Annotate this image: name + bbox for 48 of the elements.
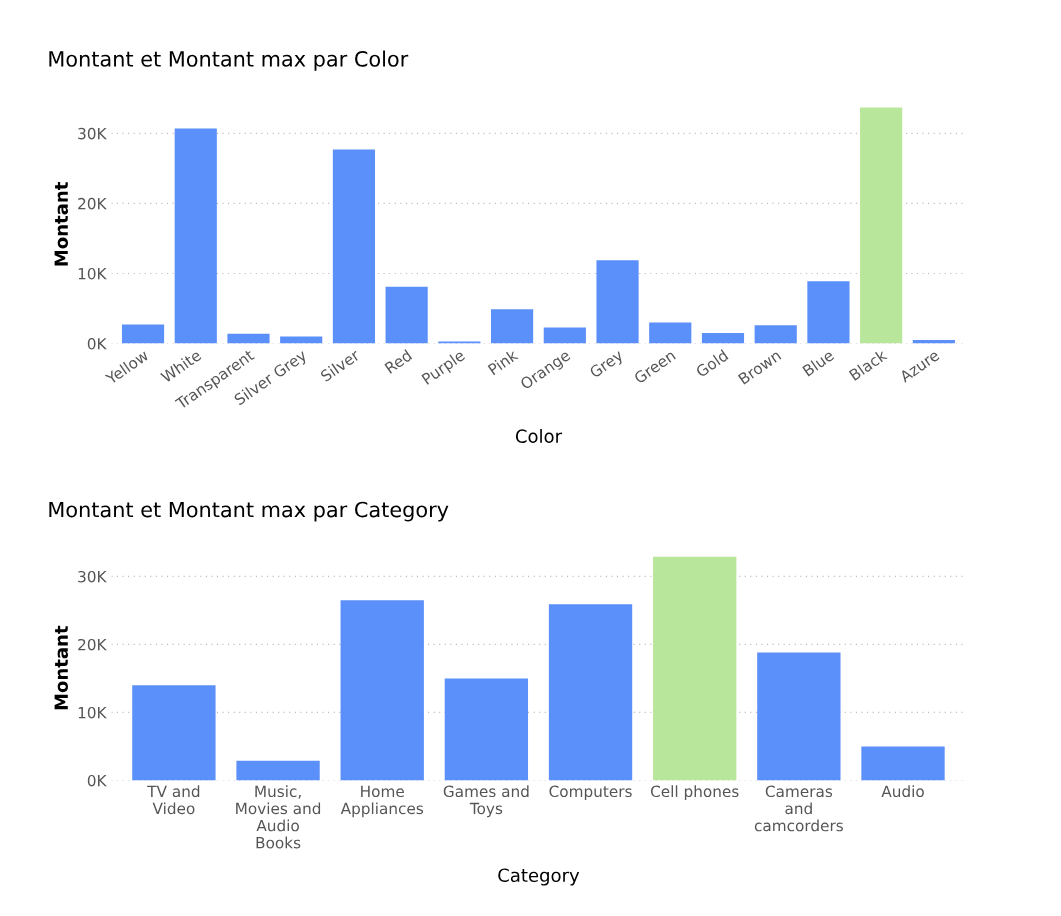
bar [543,327,586,344]
x-tick-label: Pink [487,348,519,376]
x-axis-title: Color [515,429,563,443]
bar [438,341,481,344]
y-tick-label: 20K [78,638,107,651]
y-axis-title: Montant [54,625,69,710]
bar [807,281,850,344]
y-tick-label: 0K [87,337,107,350]
bar [701,332,745,344]
y-tick-label: 20K [78,197,107,210]
bar [861,746,945,781]
bar [280,336,323,344]
y-tick-label: 30K [78,127,107,140]
y-tick-label: 30K [78,570,107,583]
bar [121,324,165,344]
bar [332,149,376,344]
bar [860,107,903,344]
x-axis-title: Category [498,868,580,886]
bar [444,678,529,781]
x-tick-label: Cameras and camcorders [754,785,843,832]
bar [132,685,216,781]
bar [757,652,841,781]
bar [340,600,424,781]
bar [649,322,692,344]
x-tick-label: Home Appliances [340,785,424,818]
chart-title: Montant et Montant max par Color [49,50,409,71]
bar [548,604,633,781]
x-tick-label: Music, Movies and Audio Books [236,785,321,849]
bar [596,260,639,344]
y-tick-label: 10K [78,706,107,719]
bar [227,333,270,344]
y-tick-label: 0K [87,774,107,787]
x-tick-label: Games and Toys [443,785,529,818]
x-tick-label: Blue [801,348,835,377]
y-tick-label: 10K [78,267,107,280]
x-tick-label: Red [384,349,413,374]
bar [491,309,534,344]
bar [174,128,217,344]
bar [754,325,797,344]
x-tick-label: Audio [881,785,924,798]
y-axis-title: Montant [54,182,69,266]
bar [653,556,737,781]
chart-title: Montant et Montant max par Category [49,501,449,522]
bar [236,760,320,781]
x-tick-label: Cell phones [650,785,739,801]
bar [385,286,428,344]
x-tick-label: Computers [549,785,632,801]
x-tick-label: TV and Video [147,785,200,815]
